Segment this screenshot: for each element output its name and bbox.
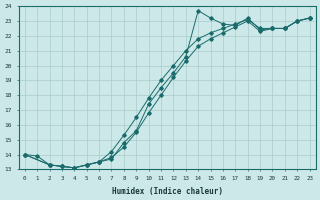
X-axis label: Humidex (Indice chaleur): Humidex (Indice chaleur) [112,187,223,196]
